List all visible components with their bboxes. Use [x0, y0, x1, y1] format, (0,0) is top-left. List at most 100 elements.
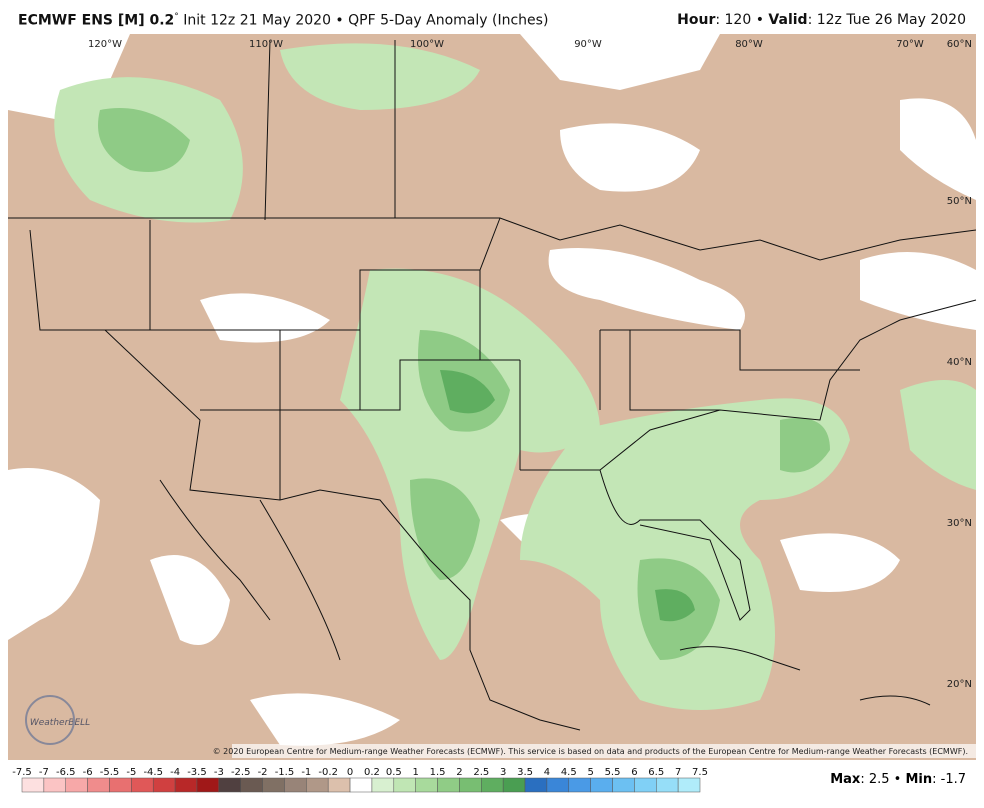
colorbar-swatch [677, 777, 701, 793]
colorbar-swatch [481, 777, 504, 793]
colorbar-label: -3 [214, 767, 224, 778]
copyright: © 2020 European Centre for Medium-range … [213, 747, 968, 756]
colorbar-swatch [21, 777, 45, 793]
colorbar-label: 2.5 [473, 767, 489, 778]
colorbar-label: 6.5 [648, 767, 664, 778]
colorbar-swatch [415, 777, 438, 793]
lon-labels: 120°W 110°W 100°W 90°W 80°W 70°W [88, 39, 924, 50]
colorbar-swatch [568, 777, 591, 793]
lat-label: 50°N [947, 196, 972, 207]
colorbar-label: 4.5 [561, 767, 577, 778]
colorbar-swatch [546, 777, 570, 793]
lat-label: 20°N [947, 679, 972, 690]
colorbar-label: -6 [83, 767, 93, 778]
colorbar-swatch [240, 777, 263, 793]
colorbar-label: 2 [456, 767, 462, 778]
lon-label: 110°W [249, 39, 283, 50]
colorbar-label: 7.5 [692, 767, 708, 778]
colorbar-label: -4.5 [143, 767, 163, 778]
header-left: ECMWF ENS [M] 0.2° Init 12z 21 May 2020 … [18, 12, 548, 29]
colorbar-swatch [131, 777, 154, 793]
colorbar-swatch [306, 777, 329, 793]
colorbar-swatch [43, 777, 66, 793]
min-label: Min [905, 772, 933, 787]
colorbar-swatch [634, 777, 657, 793]
colorbar-label: 3.5 [517, 767, 533, 778]
borders [8, 39, 977, 731]
logo: WeatherBELL [30, 718, 90, 728]
lon-label: 70°W [896, 39, 924, 50]
colorbar-label: -1.5 [275, 767, 295, 778]
colorbar-swatch [152, 777, 176, 793]
colorbar-swatch [349, 777, 373, 793]
colorbar-swatch [327, 777, 351, 793]
colorbar-label: -4 [170, 767, 180, 778]
colorbar-label: -3.5 [187, 767, 207, 778]
colorbar-label: -6.5 [56, 767, 76, 778]
lat-label: 60°N [947, 39, 972, 50]
valid-label: Valid [768, 12, 808, 28]
colorbar-label: -1 [301, 767, 311, 778]
colorbar-label: 0 [347, 767, 353, 778]
colorbar-swatch [284, 777, 307, 793]
colorbar-swatch [502, 777, 526, 793]
lat-label: 40°N [947, 357, 972, 368]
degree: ° [174, 12, 179, 22]
colorbar-label: 1.5 [430, 767, 446, 778]
colorbar-swatch [218, 777, 241, 793]
colorbar-label: 0.2 [364, 767, 380, 778]
hour-value: : 120 • [715, 12, 764, 28]
colorbar-label: -5 [126, 767, 136, 778]
max-value: : 2.5 • [860, 772, 902, 787]
colorbar-swatch [174, 777, 198, 793]
colorbar-swatch [109, 777, 132, 793]
colorbar-swatch [524, 777, 548, 793]
colorbar-label: 6 [631, 767, 637, 778]
colorbar-label: -7 [39, 767, 49, 778]
colorbar-label: 3 [500, 767, 506, 778]
colorbar-label: 5.5 [605, 767, 621, 778]
colorbar-swatch [393, 777, 416, 793]
lon-label: 90°W [574, 39, 602, 50]
colorbar-swatch [612, 777, 635, 793]
colorbar-swatch [371, 777, 395, 793]
lon-label: 80°W [735, 39, 763, 50]
footer: Max: 2.5 • Min: -1.7 [830, 772, 966, 787]
colorbar-label: -7.5 [12, 767, 32, 778]
max-label: Max [830, 772, 861, 787]
colorbar-label: 7 [675, 767, 681, 778]
colorbar-label: -2 [258, 767, 268, 778]
colorbar-label: 5 [587, 767, 593, 778]
hour-label: Hour [677, 12, 716, 28]
logo-ring [25, 695, 75, 745]
wet-areas-dark [440, 370, 695, 622]
colorbar-swatch [65, 777, 88, 793]
run-info: Init 12z 21 May 2020 • QPF 5-Day Anomaly… [183, 12, 549, 29]
colorbar-swatch [196, 777, 220, 793]
colorbar-label: 1 [412, 767, 418, 778]
colorbar-label: 0.5 [386, 767, 402, 778]
colorbar-label: -5.5 [100, 767, 120, 778]
header-right: Hour: 120 • Valid: 12z Tue 26 May 2020 [677, 12, 966, 28]
colorbar-swatch [590, 777, 613, 793]
copyright-bg [232, 744, 976, 758]
lon-label: 120°W [88, 39, 122, 50]
colorbar-swatch [656, 777, 679, 793]
colorbar-swatch [437, 777, 460, 793]
lat-label: 30°N [947, 518, 972, 529]
valid-value: : 12z Tue 26 May 2020 [807, 12, 966, 28]
colorbar-swatch [459, 777, 482, 793]
colorbar: -7.5 -7 -6.5 -6 -5.5 -5 -4.5 -4 -3.5 -3 -2.5 -2 -1.5… [12, 767, 708, 793]
colorbar-label: -0.2 [318, 767, 338, 778]
colorbar-label: 4 [544, 767, 550, 778]
wet-areas-light [54, 43, 976, 710]
colorbar-swatch [87, 777, 110, 793]
colorbar-label: -2.5 [231, 767, 251, 778]
colorbar-swatch [262, 777, 285, 793]
min-value: : -1.7 [932, 772, 966, 787]
lon-label: 100°W [410, 39, 444, 50]
model: ECMWF ENS [M] 0.2 [18, 12, 175, 29]
lat-labels: 60°N 50°N 40°N 30°N 20°N [947, 39, 972, 690]
